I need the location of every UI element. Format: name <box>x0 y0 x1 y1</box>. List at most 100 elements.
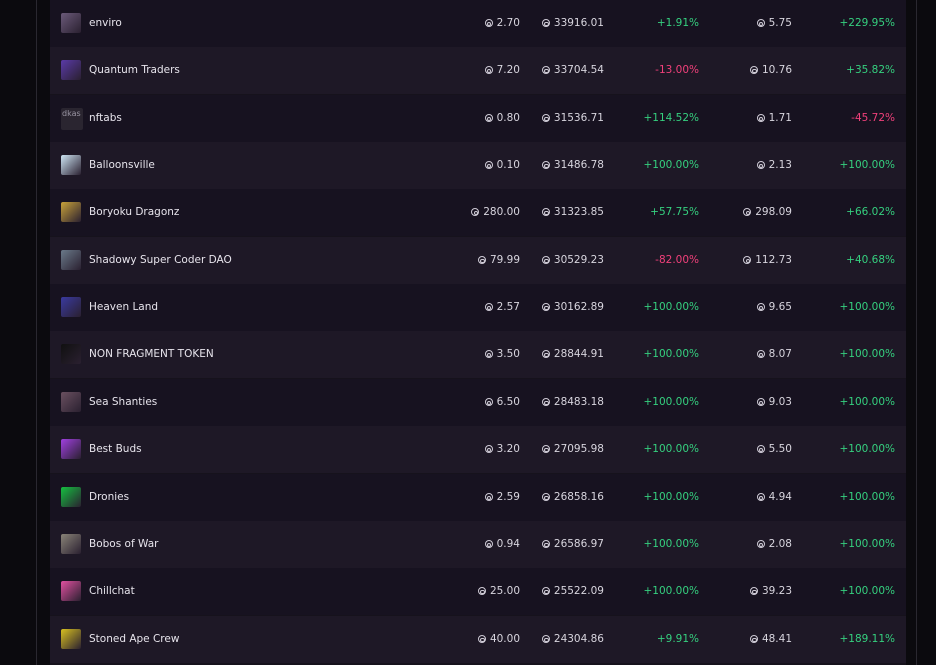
sol-icon <box>477 635 486 643</box>
table-row[interactable]: Balloonsville 0.10 31486.78 +100.00% 2.13 +10… <box>50 142 906 189</box>
floor-price-value: 2.59 <box>496 491 520 503</box>
table-row[interactable]: Boryoku Dragonz 280.00 31323.85 +57.75% 298.… <box>50 189 906 236</box>
floor-price-value: 3.50 <box>496 348 520 360</box>
price-change-value: +189.11% <box>839 633 895 645</box>
table-row[interactable]: enviro 2.70 33916.01 +1.91% 5.75 +229.95% <box>50 0 906 47</box>
table-row[interactable]: Shadowy Super Coder DAO 79.99 30529.23 -82.… <box>50 237 906 284</box>
volume-change-value: +1.91% <box>656 17 699 29</box>
average-price: 112.73 <box>726 254 792 266</box>
volume-value: 28483.18 <box>553 396 604 408</box>
table-row[interactable]: Best Buds 3.20 27095.98 +100.00% 5.50 +100.00… <box>50 426 906 473</box>
sol-icon <box>484 540 493 548</box>
sol-icon <box>484 398 493 406</box>
collection-name[interactable]: Chillchat <box>89 585 135 597</box>
average-price: 4.94 <box>726 491 792 503</box>
sol-icon <box>756 540 765 548</box>
average-price: 298.09 <box>726 206 792 218</box>
floor-price: 0.94 <box>460 538 520 550</box>
collection-name[interactable]: Dronies <box>89 491 130 503</box>
sol-icon <box>541 540 550 548</box>
table-row[interactable]: NON FRAGMENT TOKEN 3.50 28844.91 +100.00% 8.… <box>50 331 906 378</box>
collection-name[interactable]: Balloonsville <box>89 159 155 171</box>
average-price: 2.13 <box>726 159 792 171</box>
volume-change-value: +100.00% <box>643 491 699 503</box>
volume-change: +57.75% <box>630 206 699 218</box>
volume: 26586.97 <box>538 538 604 550</box>
table-row[interactable]: Sea Shanties 6.50 28483.18 +100.00% 9.03 +100… <box>50 379 906 426</box>
volume-change-value: +9.91% <box>656 633 699 645</box>
table-row[interactable]: Bobos of War 0.94 26586.97 +100.00% 2.08 +100… <box>50 521 906 568</box>
sol-icon <box>541 635 550 643</box>
average-price: 8.07 <box>726 348 792 360</box>
average-price: 5.75 <box>726 17 792 29</box>
price-change-value: +100.00% <box>839 348 895 360</box>
floor-price-value: 25.00 <box>489 585 520 597</box>
collection-name[interactable]: Quantum Traders <box>89 64 180 76</box>
volume-change-value: +100.00% <box>643 585 699 597</box>
volume-change-value: +57.75% <box>650 206 699 218</box>
floor-price: 0.10 <box>460 159 520 171</box>
volume-change: +100.00% <box>630 491 699 503</box>
average-price: 9.65 <box>726 301 792 313</box>
average-price-value: 5.50 <box>768 443 792 455</box>
collection-name[interactable]: Boryoku Dragonz <box>89 206 180 218</box>
volume-change: +114.52% <box>630 112 699 124</box>
collections-table: enviro 2.70 33916.01 +1.91% 5.75 +229.95% Quan… <box>50 0 906 665</box>
average-price-value: 5.75 <box>768 17 792 29</box>
sol-icon <box>749 587 758 595</box>
collection-avatar <box>61 534 81 554</box>
collection-avatar <box>61 155 81 175</box>
floor-price: 2.59 <box>460 491 520 503</box>
sol-icon <box>484 350 493 358</box>
sol-icon <box>471 208 480 216</box>
table-row[interactable]: Quantum Traders 7.20 33704.54 -13.00% 10.76 +… <box>50 47 906 94</box>
table-row[interactable]: Chillchat 25.00 25522.09 +100.00% 39.23 +100.… <box>50 568 906 615</box>
collection-name[interactable]: Shadowy Super Coder DAO <box>89 254 232 266</box>
collection-name[interactable]: NON FRAGMENT TOKEN <box>89 348 214 360</box>
sol-icon <box>541 587 550 595</box>
price-change-value: +40.68% <box>846 254 895 266</box>
floor-price: 25.00 <box>460 585 520 597</box>
collection-name[interactable]: Sea Shanties <box>89 396 158 408</box>
sol-icon <box>477 256 486 264</box>
price-change: +100.00% <box>824 538 895 550</box>
price-change-value: +100.00% <box>839 585 895 597</box>
price-change-value: +100.00% <box>839 301 895 313</box>
collection-name[interactable]: Bobos of War <box>89 538 159 550</box>
price-change-value: +100.00% <box>839 396 895 408</box>
collection-name[interactable]: nftabs <box>89 112 122 124</box>
sol-icon <box>484 303 493 311</box>
collection-name[interactable]: enviro <box>89 17 122 29</box>
sol-icon <box>756 303 765 311</box>
volume: 33916.01 <box>538 17 604 29</box>
collection-avatar <box>61 250 81 270</box>
sol-icon <box>541 114 550 122</box>
sol-icon <box>477 587 486 595</box>
floor-price-value: 6.50 <box>496 396 520 408</box>
table-row[interactable]: Heaven Land 2.57 30162.89 +100.00% 9.65 +100.… <box>50 284 906 331</box>
price-change-value: +35.82% <box>846 64 895 76</box>
volume-value: 30529.23 <box>553 254 604 266</box>
table-row[interactable]: dkas nftabs 0.80 31536.71 +114.52% 1.71 -45.72… <box>50 95 906 142</box>
sol-icon <box>484 114 493 122</box>
price-change: +40.68% <box>824 254 895 266</box>
volume-change: +100.00% <box>630 301 699 313</box>
floor-price: 2.70 <box>460 17 520 29</box>
price-change: +100.00% <box>824 348 895 360</box>
volume-change-value: +100.00% <box>643 301 699 313</box>
volume-change: +100.00% <box>630 538 699 550</box>
price-change: +100.00% <box>824 443 895 455</box>
average-price-value: 39.23 <box>761 585 792 597</box>
collection-name[interactable]: Stoned Ape Crew <box>89 633 180 645</box>
volume-value: 33916.01 <box>553 17 604 29</box>
volume-value: 24304.86 <box>553 633 604 645</box>
table-row[interactable]: Stoned Ape Crew 40.00 24304.86 +9.91% 48.41 +… <box>50 616 906 663</box>
collection-avatar <box>61 392 81 412</box>
price-change: +100.00% <box>824 159 895 171</box>
volume-value: 26858.16 <box>553 491 604 503</box>
volume-change: +1.91% <box>630 17 699 29</box>
collection-name[interactable]: Best Buds <box>89 443 142 455</box>
collection-avatar <box>61 487 81 507</box>
table-row[interactable]: Dronies 2.59 26858.16 +100.00% 4.94 +100.00% <box>50 474 906 521</box>
collection-name[interactable]: Heaven Land <box>89 301 159 313</box>
